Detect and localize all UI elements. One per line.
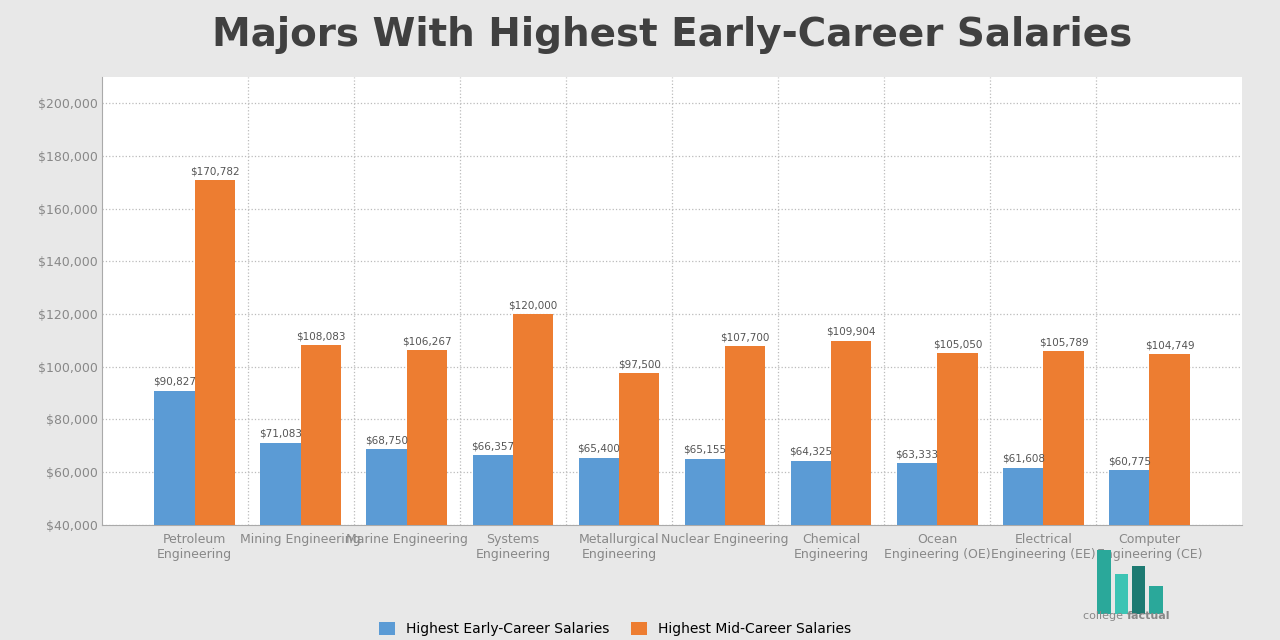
Bar xyxy=(260,443,301,630)
Bar xyxy=(195,180,234,630)
Text: $107,700: $107,700 xyxy=(721,332,769,342)
Bar xyxy=(791,461,831,630)
Text: $109,904: $109,904 xyxy=(827,326,876,337)
Bar xyxy=(620,373,659,630)
Text: $71,083: $71,083 xyxy=(259,429,302,439)
Bar xyxy=(154,391,195,630)
Text: college: college xyxy=(1083,611,1126,621)
Text: $120,000: $120,000 xyxy=(508,300,558,310)
Bar xyxy=(513,314,553,630)
Bar xyxy=(407,350,447,630)
Text: $90,827: $90,827 xyxy=(152,377,196,387)
Text: $63,333: $63,333 xyxy=(896,449,938,460)
Text: $65,155: $65,155 xyxy=(684,445,727,454)
Text: $108,083: $108,083 xyxy=(296,332,346,341)
Bar xyxy=(1004,468,1043,630)
Bar xyxy=(366,449,407,630)
Text: $60,775: $60,775 xyxy=(1107,456,1151,466)
Text: factual: factual xyxy=(1126,611,1170,621)
Text: $68,750: $68,750 xyxy=(365,435,408,445)
Bar xyxy=(1097,550,1111,614)
Bar xyxy=(1043,351,1084,630)
Text: $105,050: $105,050 xyxy=(933,339,982,349)
Text: $106,267: $106,267 xyxy=(402,336,452,346)
Legend: Highest Early-Career Salaries, Highest Mid-Career Salaries: Highest Early-Career Salaries, Highest M… xyxy=(371,616,859,640)
Text: $170,782: $170,782 xyxy=(189,166,239,176)
Text: $61,608: $61,608 xyxy=(1002,454,1044,464)
Text: $104,749: $104,749 xyxy=(1144,340,1194,350)
Bar xyxy=(937,353,978,630)
Text: $65,400: $65,400 xyxy=(577,444,621,454)
Bar xyxy=(897,463,937,630)
Bar xyxy=(685,458,724,630)
Bar xyxy=(1132,566,1146,614)
Bar xyxy=(724,346,765,630)
Bar xyxy=(831,340,872,630)
Bar xyxy=(579,458,620,630)
Text: $97,500: $97,500 xyxy=(618,359,660,369)
Bar xyxy=(1149,354,1190,630)
Bar xyxy=(301,346,340,630)
Bar xyxy=(1110,470,1149,630)
Bar xyxy=(472,455,513,630)
Text: $64,325: $64,325 xyxy=(790,447,832,457)
Title: Majors With Highest Early-Career Salaries: Majors With Highest Early-Career Salarie… xyxy=(212,16,1132,54)
Text: $105,789: $105,789 xyxy=(1039,337,1088,348)
Bar xyxy=(1115,575,1128,614)
Bar xyxy=(1149,586,1162,614)
Text: $66,357: $66,357 xyxy=(471,442,515,451)
